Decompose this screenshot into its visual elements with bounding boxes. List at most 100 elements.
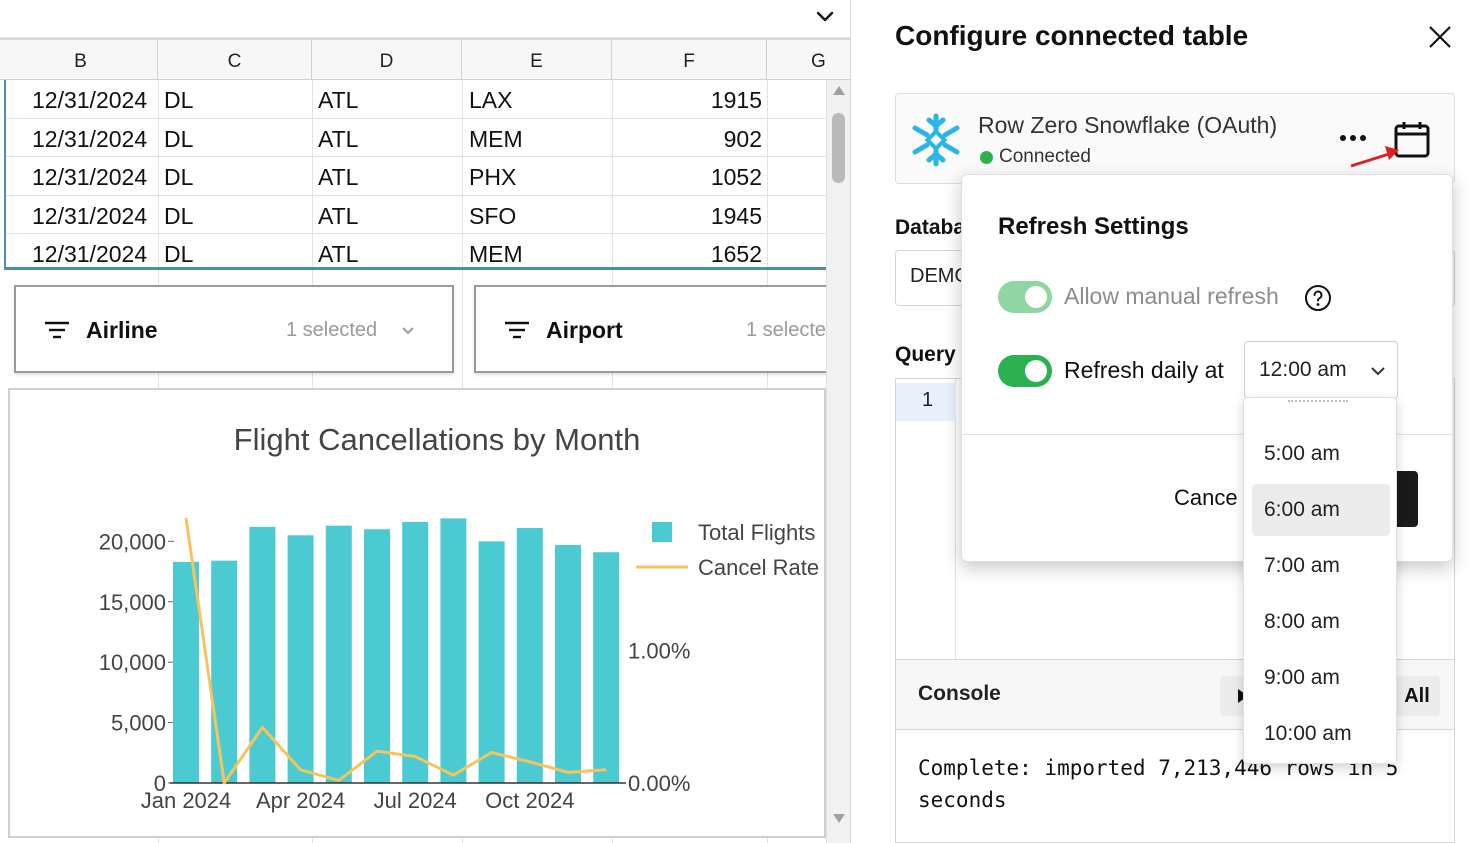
airport-filter[interactable]: Airport 1 selecte — [474, 285, 850, 373]
line-number: 1 — [922, 389, 934, 411]
chart-container[interactable]: Flight Cancellations by Month 0 5,000 10,00… — [8, 388, 826, 838]
daily-refresh-toggle[interactable] — [998, 355, 1052, 387]
legend-label-cancel-rate: Cancel Rate — [698, 555, 819, 580]
table-row: 12/31/2024 DL ATL LAX 1915 — [6, 80, 828, 119]
status-dot — [980, 151, 993, 164]
table-cell[interactable]: SFO — [469, 202, 517, 229]
table-cell[interactable]: ATL — [318, 241, 359, 267]
table-cell[interactable]: 12/31/2024 — [32, 87, 148, 113]
spreadsheet: B C D E F G 12/31/2024 DL ATL LAX 1915 1… — [0, 4, 850, 843]
cancel-button[interactable]: Cance — [1174, 485, 1238, 510]
column-header[interactable]: G — [811, 51, 826, 72]
table-cell[interactable]: 1052 — [710, 164, 762, 190]
bar-total-flights — [402, 522, 429, 783]
time-option[interactable]: 7:00 am — [1264, 554, 1340, 577]
daily-refresh-label: Refresh daily at — [1064, 357, 1224, 383]
more-horizontal-icon[interactable] — [1336, 124, 1370, 152]
calendar-icon[interactable] — [1392, 120, 1434, 160]
filter-selection: 1 selected — [286, 319, 378, 341]
y2-axis-tick-label: 1.00% — [628, 639, 690, 664]
time-option[interactable]: 8:00 am — [1264, 610, 1340, 633]
table-row: 12/31/2024 DL ATL MEM 1652 — [6, 234, 828, 273]
y-axis-tick-label: 0 — [154, 771, 166, 796]
table-cell[interactable]: DL — [164, 241, 194, 267]
y2-axis-tick-label: 0.00% — [628, 771, 690, 796]
table-cell[interactable]: 12/31/2024 — [32, 241, 148, 267]
table-row: 12/31/2024 DL ATL MEM 902 — [6, 119, 828, 157]
y-axis-tick-label: 15,000 — [99, 590, 166, 615]
bar-total-flights — [173, 561, 199, 783]
bar-total-flights — [364, 529, 390, 783]
x-axis-tick-label: Jan 2024 — [141, 788, 232, 813]
airline-filter[interactable]: Airline 1 selected — [14, 285, 454, 373]
table-cell[interactable]: PHX — [469, 164, 517, 190]
vertical-scrollbar[interactable] — [826, 80, 850, 843]
table-cell[interactable]: 12/31/2024 — [32, 202, 148, 229]
close-icon[interactable] — [1425, 22, 1455, 52]
console-label: Console — [918, 682, 1001, 705]
filter-label: Airline — [86, 317, 158, 343]
table-cell[interactable]: LAX — [469, 87, 513, 113]
column-header[interactable]: D — [312, 40, 462, 80]
column-header[interactable]: E — [462, 40, 612, 80]
table-cell[interactable]: DL — [164, 125, 194, 152]
help-circle-icon[interactable] — [1304, 284, 1332, 312]
time-option[interactable]: 9:00 am — [1264, 666, 1340, 689]
scroll-down-arrow-icon[interactable] — [833, 814, 845, 823]
table-cell[interactable]: 12/31/2024 — [32, 164, 148, 190]
time-option[interactable]: 10:00 am — [1264, 722, 1352, 745]
table-cell[interactable]: 902 — [723, 125, 762, 152]
column-header-bar: B C D E F G — [0, 38, 850, 80]
panel-title: Configure connected table — [895, 20, 1249, 51]
bar-total-flights — [593, 552, 620, 783]
database-label: Databa — [895, 216, 966, 239]
time-option[interactable]: 6:00 am — [1252, 484, 1390, 536]
table-cell[interactable]: ATL — [318, 164, 359, 190]
table-cell[interactable]: 1945 — [710, 202, 762, 229]
chart-title: Flight Cancellations by Month — [234, 422, 641, 457]
scroll-up-arrow-icon[interactable] — [833, 86, 845, 95]
bar-total-flights — [287, 535, 314, 783]
column-header[interactable]: F — [612, 40, 767, 80]
manual-refresh-toggle[interactable] — [998, 281, 1052, 313]
table-cell[interactable]: ATL — [318, 202, 359, 229]
scroll-thumb[interactable] — [832, 113, 845, 183]
filter-lines-icon — [45, 321, 69, 339]
table-cell[interactable]: ATL — [318, 87, 359, 113]
table-cell[interactable]: 1652 — [710, 241, 762, 267]
table-cell[interactable]: DL — [164, 87, 194, 113]
editor-gutter: 1 — [896, 379, 956, 659]
table-cell[interactable]: DL — [164, 164, 194, 190]
table-cell[interactable]: 12/31/2024 — [32, 125, 148, 152]
database-value: DEMO — [910, 265, 970, 287]
table-cell[interactable]: ATL — [318, 125, 359, 152]
connection-card: Row Zero Snowflake (OAuth) Connected — [895, 93, 1455, 184]
filter-lines-icon — [505, 321, 529, 339]
column-header[interactable]: C — [158, 40, 312, 80]
x-axis-tick-label: Oct 2024 — [485, 788, 574, 813]
x-axis-tick-label: Apr 2024 — [256, 788, 345, 813]
table-cell[interactable]: DL — [164, 202, 194, 229]
chevron-down-icon[interactable] — [812, 4, 838, 30]
refresh-settings-title: Refresh Settings — [998, 213, 1189, 240]
bar-total-flights — [478, 541, 505, 783]
refresh-time-value: 12:00 am — [1259, 358, 1347, 381]
snowflake-icon — [912, 113, 960, 167]
table-cell[interactable]: MEM — [469, 241, 523, 267]
refresh-time-select[interactable]: 12:00 am — [1244, 341, 1398, 399]
chevron-down-icon — [1371, 367, 1385, 376]
table-row: 12/31/2024 DL ATL SFO 1945 — [6, 196, 828, 234]
run-all-button[interactable]: All — [1394, 676, 1440, 716]
column-header[interactable]: B — [4, 40, 158, 80]
table-cell[interactable]: MEM — [469, 125, 523, 152]
line-cancel-rate — [184, 517, 607, 785]
x-axis-tick-label: Jul 2024 — [374, 788, 457, 813]
flight-cancellations-chart: Flight Cancellations by Month 0 5,000 10,00… — [99, 422, 819, 813]
time-option[interactable]: 5:00 am — [1264, 442, 1340, 465]
legend-swatch-total-flights — [652, 522, 672, 542]
bar-total-flights — [440, 518, 467, 783]
connection-name: Row Zero Snowflake (OAuth) — [978, 112, 1278, 138]
bar-total-flights — [325, 525, 352, 783]
table-cell[interactable]: 1915 — [710, 87, 762, 113]
bar-total-flights — [249, 526, 276, 783]
